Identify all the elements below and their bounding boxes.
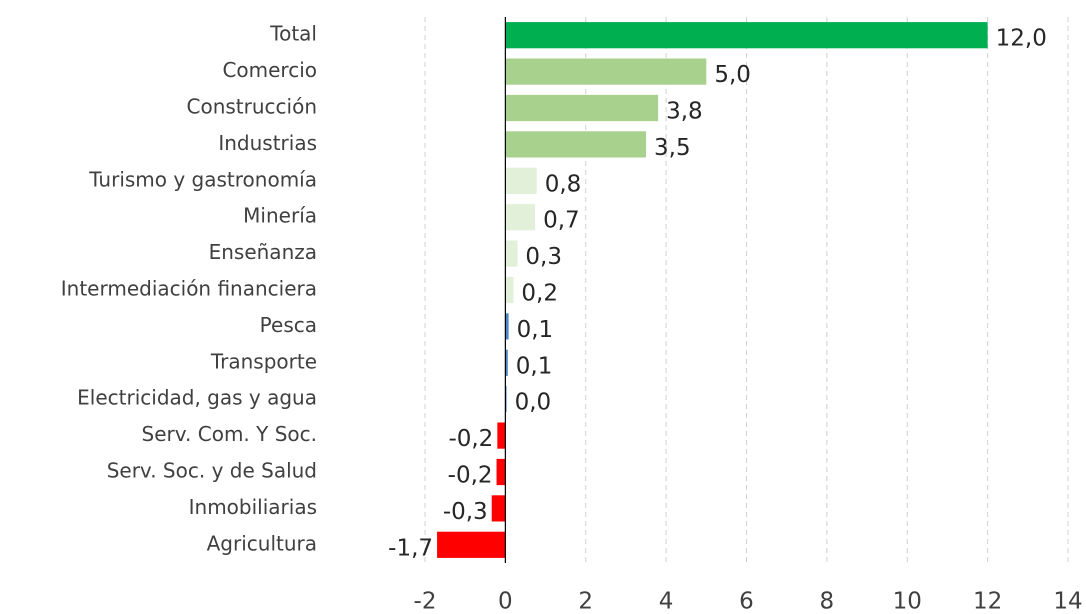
value-label: 5,0	[714, 62, 751, 88]
bar	[505, 349, 508, 376]
y-tick-label: Construcción	[187, 95, 318, 119]
value-label: 0,8	[545, 171, 582, 197]
y-tick-label: Industrias	[218, 131, 317, 155]
value-label: 0,0	[515, 390, 552, 416]
y-tick-label: Electricidad, gas y agua	[77, 386, 317, 410]
bar	[505, 58, 707, 85]
x-tick-label: 4	[659, 589, 674, 614]
bar	[497, 422, 506, 449]
x-tick-label: -2	[414, 589, 437, 614]
bar	[505, 22, 988, 49]
y-tick-label: Serv. Soc. y de Salud	[107, 459, 317, 483]
bar	[505, 131, 647, 158]
x-tick-label: 10	[893, 589, 922, 614]
value-label: 0,7	[543, 208, 580, 234]
bar	[505, 313, 509, 340]
y-tick-label: Turismo y gastronomía	[88, 167, 317, 191]
y-tick-label: Intermediación financiera	[61, 277, 317, 301]
y-tick-label: Pesca	[260, 313, 317, 337]
bar	[505, 386, 507, 413]
value-label: 3,5	[654, 135, 691, 161]
bar	[496, 458, 506, 486]
bar	[505, 94, 659, 122]
value-label: 12,0	[996, 26, 1047, 52]
value-label: 3,8	[666, 99, 703, 125]
value-label: -0,2	[448, 426, 493, 452]
bar	[505, 240, 518, 267]
bar	[505, 204, 536, 231]
value-label: 0,2	[521, 281, 558, 307]
value-label: -0,2	[448, 463, 493, 489]
value-label: 0,3	[525, 244, 562, 270]
bar	[437, 531, 506, 558]
x-tick-label: 14	[1053, 589, 1082, 614]
value-label: -1,7	[388, 535, 433, 561]
y-tick-label: Total	[269, 22, 317, 46]
y-tick-label: Enseñanza	[209, 240, 317, 264]
bar	[505, 276, 514, 304]
x-tick-label: 12	[973, 589, 1002, 614]
x-tick-label: 8	[820, 589, 835, 614]
x-tick-label: 0	[498, 589, 513, 614]
x-tick-label: 2	[578, 589, 593, 614]
y-tick-label: Serv. Com. Y Soc.	[142, 422, 317, 446]
value-label: 0,1	[517, 317, 554, 343]
value-label: 0,1	[516, 353, 553, 379]
y-tick-label: Comercio	[222, 58, 317, 82]
x-tick-label: 6	[739, 589, 754, 614]
value-label: -0,3	[443, 499, 488, 525]
bar	[491, 495, 506, 522]
y-tick-label: Inmobiliarias	[189, 495, 317, 519]
bar	[505, 167, 537, 194]
y-tick-label: Transporte	[210, 349, 317, 373]
y-tick-label: Agricultura	[207, 531, 317, 555]
y-tick-label: Minería	[243, 204, 317, 228]
